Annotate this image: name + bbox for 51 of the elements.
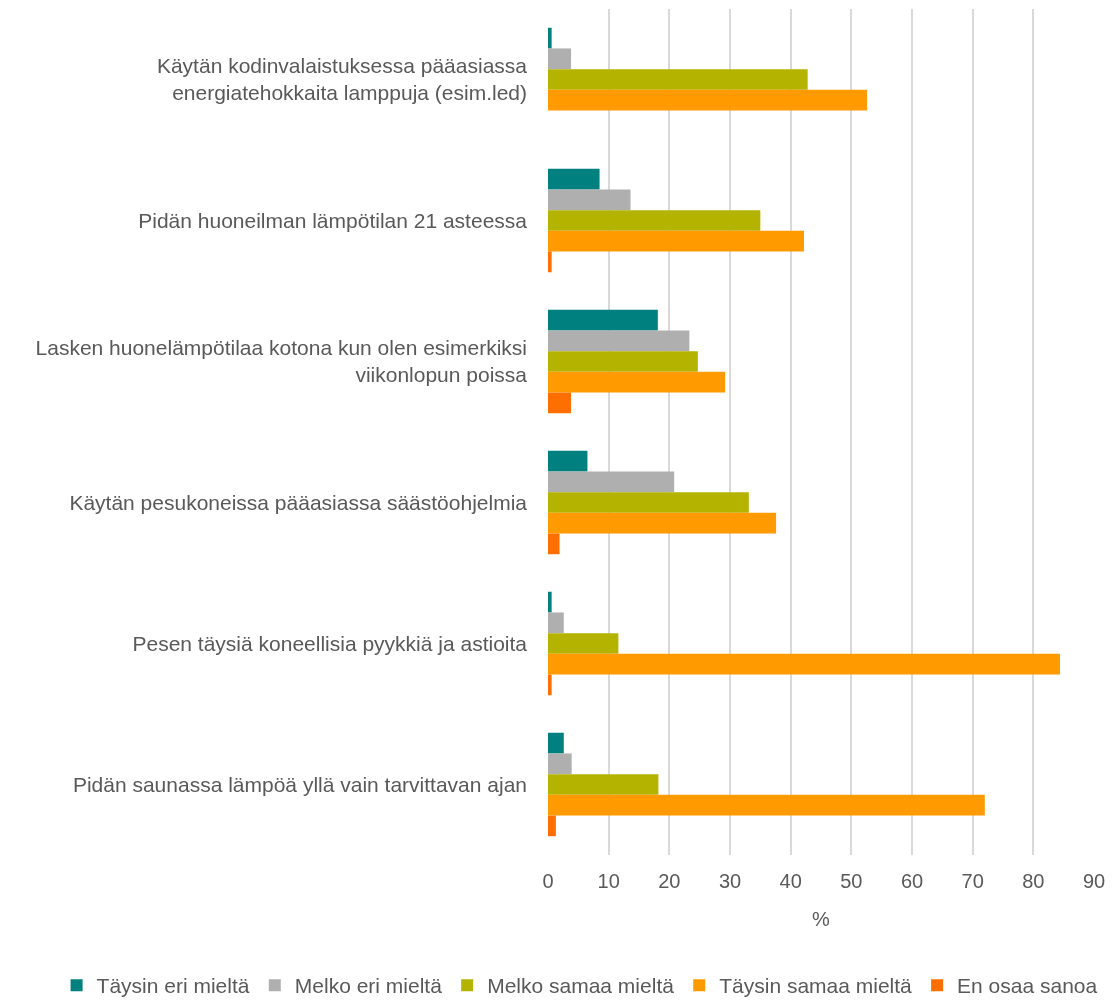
bar [548,492,749,513]
bar [548,612,564,634]
bar [548,210,761,231]
bar [548,392,572,414]
x-tick-label: 90 [1082,870,1106,892]
x-tick-label: 10 [597,870,620,892]
bar [548,27,552,49]
bar [548,371,726,393]
bar [548,471,675,493]
bar [548,69,808,90]
bar [548,794,985,816]
x-tick-label: 60 [900,870,924,892]
bar [548,633,619,654]
y-tick-label: Pidän saunassa lämpöä yllä vain tarvittavan ajan [72,772,527,796]
x-tick-label: 80 [1022,870,1045,892]
x-tick-label: 50 [840,870,863,892]
bar [548,48,572,70]
bar [548,168,600,190]
bar [548,732,564,754]
bar [548,774,659,795]
x-tick-label: 40 [779,870,802,892]
y-tick-label: Pesen täysiä koneellisia pyykkiä ja astioita [132,631,528,655]
legend-label: Melko samaa mieltä [487,974,675,998]
bar [548,591,552,613]
y-tick-label: Käytän kodinvalaistuksessa pääasiassa energiatehokkaita lamppuja (esim.led) [156,54,528,105]
bar [548,753,572,775]
x-tick-label: 20 [658,870,681,892]
bar [548,189,631,211]
bar [548,330,690,352]
bar [548,512,777,534]
bar [548,351,698,372]
bar [548,653,1061,675]
bar [548,230,805,252]
bar [548,674,552,696]
x-axis-title: % [812,907,831,930]
legend-label: Melko eri mieltä [294,974,443,998]
bar [548,251,552,273]
y-tick-label: Pidän huoneilman lämpötilan 21 asteessa [138,208,528,232]
x-tick-label: 0 [542,870,554,892]
y-tick-label: Käytän pesukoneissa pääasiassa säästöohjelmia [69,490,528,514]
legend-label: En osaa sanoa [957,974,1098,998]
bar [548,89,868,111]
bar [548,533,560,555]
y-tick-label: Lasken huonelämpötilaa kotona kun olen esimerkiksi viikonlopun poissa [35,336,528,387]
legend-label: Täysin samaa mieltä [719,974,913,998]
x-tick-label: 30 [718,870,742,892]
legend-label: Täysin eri mieltä [96,974,250,998]
bar [548,309,658,331]
bar [548,450,588,472]
x-tick-label: 70 [961,870,984,892]
bar [548,815,556,837]
